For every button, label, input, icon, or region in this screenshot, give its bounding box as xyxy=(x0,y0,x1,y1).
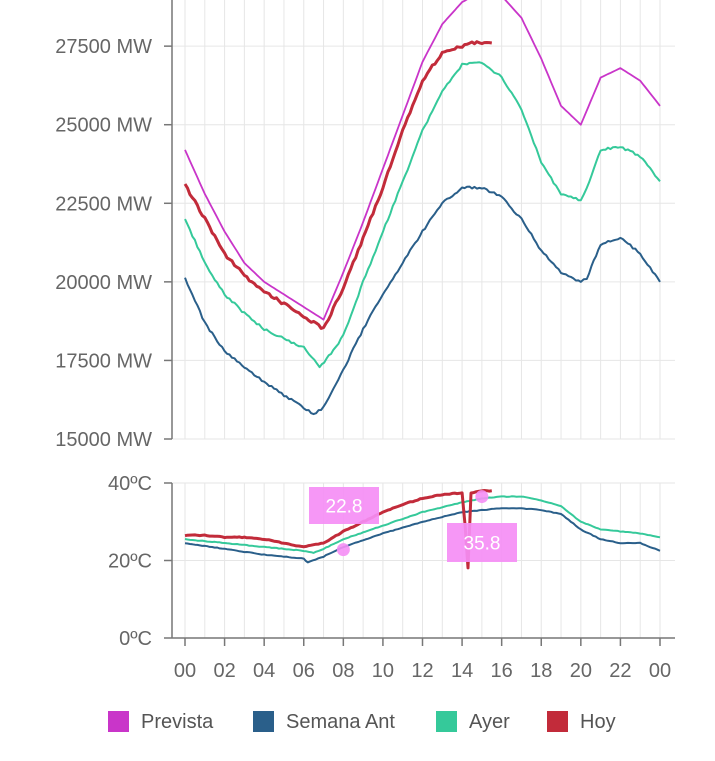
y-tick-label: 20ºC xyxy=(108,551,152,573)
temperature-annotations: 22.8 35.8 xyxy=(309,487,517,562)
legend-swatch xyxy=(547,711,568,732)
power-series-ayer xyxy=(184,61,661,369)
annotation-35-8: 35.8 xyxy=(447,490,517,562)
annotation-label: 22.8 xyxy=(326,497,363,518)
power-series-semana-ant xyxy=(184,185,661,416)
legend-item-prevista[interactable]: Prevista xyxy=(108,711,214,733)
y-tick-label: 0ºC xyxy=(119,628,152,650)
y-tick-label: 25000 MW xyxy=(55,115,152,137)
legend-swatch xyxy=(108,711,129,732)
temperature-series-semana-ant xyxy=(184,507,661,564)
legend-item-ayer[interactable]: Ayer xyxy=(436,711,510,733)
y-tick-label: 40ºC xyxy=(108,473,152,495)
x-tick-label: 20 xyxy=(570,660,592,682)
x-tick-label: 12 xyxy=(411,660,433,682)
y-tick-label: 15000 MW xyxy=(55,429,152,451)
time-x-axis-ticks: 00 02 04 06 08 10 12 14 16 18 20 22 00 xyxy=(174,638,671,682)
annotation-dot xyxy=(475,490,489,504)
legend-swatch xyxy=(253,711,274,732)
temperature-series-lines xyxy=(184,489,661,570)
x-tick-label: 02 xyxy=(213,660,235,682)
annotation-dot xyxy=(336,543,350,557)
y-tick-label: 17500 MW xyxy=(55,350,152,372)
annotation-box xyxy=(447,523,517,562)
temperature-chart-grid xyxy=(171,482,675,639)
x-tick-label: 08 xyxy=(332,660,354,682)
y-tick-label: 22500 MW xyxy=(55,193,152,215)
legend-item-semana-ant[interactable]: Semana Ant xyxy=(253,711,395,733)
y-tick-label: 27500 MW xyxy=(55,36,152,58)
annotation-label: 35.8 xyxy=(464,534,501,555)
x-tick-label: 04 xyxy=(253,660,275,682)
x-tick-label: 18 xyxy=(530,660,552,682)
power-chart-grid xyxy=(171,0,675,440)
power-series-prevista xyxy=(184,0,661,321)
power-series-hoy xyxy=(183,40,493,330)
temperature-series-ayer xyxy=(184,495,661,554)
annotation-box xyxy=(309,487,379,524)
x-tick-label: 00 xyxy=(649,660,671,682)
x-tick-label: 14 xyxy=(451,660,473,682)
y-tick-label: 20000 MW xyxy=(55,272,152,294)
legend-label: Prevista xyxy=(141,711,214,733)
x-tick-label: 22 xyxy=(609,660,631,682)
annotation-22-8: 22.8 xyxy=(309,487,379,557)
legend-label: Hoy xyxy=(580,711,616,733)
power-y-axis-ticks: 15000 MW 17500 MW 20000 MW 22500 MW 25000 MW… xyxy=(55,36,172,451)
power-series-lines xyxy=(183,0,661,416)
legend-swatch xyxy=(436,711,457,732)
legend-label: Semana Ant xyxy=(286,711,395,733)
legend-item-hoy[interactable]: Hoy xyxy=(547,711,616,733)
temperature-series-hoy xyxy=(184,489,492,570)
x-tick-label: 00 xyxy=(174,660,196,682)
x-tick-label: 06 xyxy=(293,660,315,682)
x-tick-label: 10 xyxy=(372,660,394,682)
chart-legend: Prevista Semana Ant Ayer Hoy xyxy=(108,711,616,733)
legend-label: Ayer xyxy=(469,711,510,733)
x-tick-label: 16 xyxy=(491,660,513,682)
temperature-y-axis-ticks: 0ºC 20ºC 40ºC xyxy=(108,473,172,650)
